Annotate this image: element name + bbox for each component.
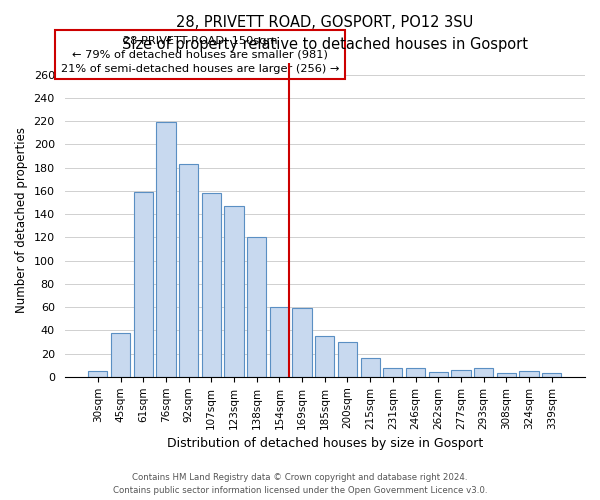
Bar [292, 308, 312, 377]
Bar [428, 372, 448, 377]
Bar [134, 192, 153, 377]
Text: 28 PRIVETT ROAD: 150sqm
← 79% of detached houses are smaller (981)
21% of semi-d: 28 PRIVETT ROAD: 150sqm ← 79% of detache… [61, 36, 339, 74]
Bar [338, 342, 357, 377]
Bar [202, 193, 221, 377]
Bar [247, 238, 266, 377]
Bar [406, 368, 425, 377]
Bar [315, 336, 334, 377]
Bar [88, 371, 107, 377]
Text: Contains HM Land Registry data © Crown copyright and database right 2024.
Contai: Contains HM Land Registry data © Crown c… [113, 474, 487, 495]
Bar [270, 307, 289, 377]
Bar [542, 374, 562, 377]
Bar [361, 358, 380, 377]
Bar [520, 371, 539, 377]
X-axis label: Distribution of detached houses by size in Gosport: Distribution of detached houses by size … [167, 437, 483, 450]
Bar [156, 122, 176, 377]
Bar [451, 370, 470, 377]
Title: 28, PRIVETT ROAD, GOSPORT, PO12 3SU
Size of property relative to detached houses: 28, PRIVETT ROAD, GOSPORT, PO12 3SU Size… [122, 15, 528, 52]
Bar [497, 374, 516, 377]
Bar [383, 368, 403, 377]
Y-axis label: Number of detached properties: Number of detached properties [15, 127, 28, 313]
Bar [179, 164, 198, 377]
Bar [224, 206, 244, 377]
Bar [474, 368, 493, 377]
Bar [111, 332, 130, 377]
